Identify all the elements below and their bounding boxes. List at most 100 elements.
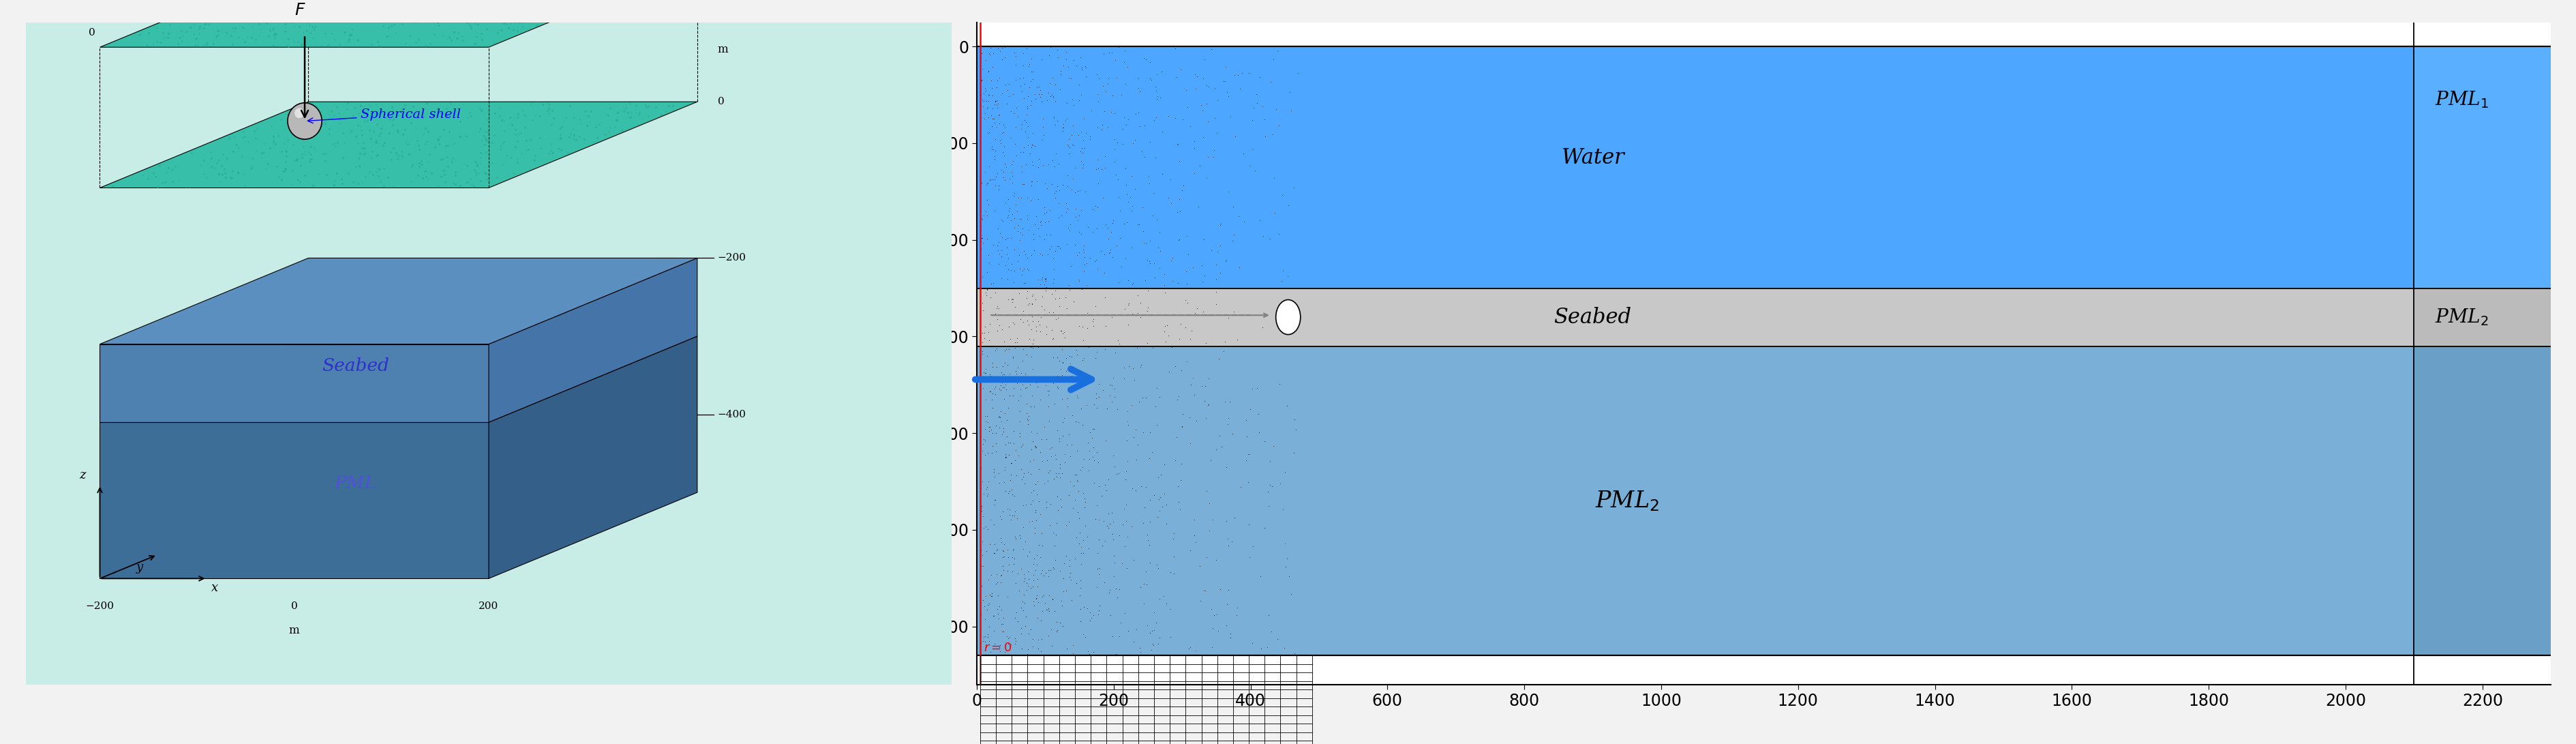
Point — [1128, 557, 1170, 568]
Point — [963, 449, 1005, 461]
Point — [966, 286, 1007, 298]
Point — [1136, 382, 1177, 394]
Point — [1002, 643, 1043, 655]
Point — [987, 544, 1028, 556]
Point — [1066, 280, 1108, 292]
Point — [1069, 133, 1110, 145]
Point — [1033, 605, 1074, 617]
Point — [1002, 467, 1043, 479]
Point — [1084, 484, 1126, 496]
Text: z: z — [80, 469, 85, 481]
Point — [963, 434, 1005, 446]
Point — [1188, 399, 1229, 411]
Point — [1020, 219, 1061, 231]
Point — [969, 646, 1010, 658]
Point — [987, 414, 1028, 426]
Point — [984, 141, 1025, 153]
Point — [989, 105, 1030, 117]
Point — [987, 551, 1028, 563]
Point — [1180, 160, 1221, 172]
Point — [966, 199, 1007, 211]
Point — [984, 383, 1025, 395]
Point — [1023, 233, 1064, 245]
Point — [1105, 434, 1146, 446]
Point — [1036, 44, 1077, 56]
Point — [1195, 127, 1236, 139]
Point — [997, 449, 1038, 461]
Point — [1007, 628, 1048, 640]
Point — [992, 293, 1033, 305]
Point — [969, 111, 1010, 123]
Point — [1146, 499, 1188, 511]
Point — [961, 559, 1002, 571]
Point — [1185, 485, 1226, 497]
Point — [1054, 502, 1095, 514]
Point — [1151, 341, 1193, 353]
Point — [1273, 446, 1314, 458]
Point — [1038, 312, 1079, 324]
Point — [984, 393, 1025, 405]
Point — [1030, 155, 1072, 167]
Point — [1036, 192, 1077, 204]
Point — [981, 650, 1023, 661]
Point — [1113, 432, 1154, 443]
Point — [1033, 526, 1074, 538]
Point — [984, 452, 1025, 464]
Point — [1141, 126, 1182, 138]
Point — [1018, 634, 1059, 646]
Point — [1211, 428, 1252, 440]
Point — [1255, 103, 1296, 115]
Point — [1007, 298, 1048, 310]
Point — [1002, 604, 1043, 616]
Point — [1033, 79, 1074, 91]
Point — [1012, 401, 1054, 413]
Point — [1149, 192, 1190, 204]
Point — [984, 79, 1025, 91]
Point — [1005, 577, 1046, 589]
Point — [992, 293, 1033, 305]
Point — [1077, 548, 1118, 559]
Point — [979, 645, 1020, 657]
Point — [1036, 292, 1077, 304]
Point — [963, 88, 1005, 100]
Point — [992, 649, 1033, 661]
Point — [1010, 341, 1051, 353]
Point — [1015, 93, 1056, 105]
Point — [987, 84, 1028, 96]
Point — [1072, 609, 1113, 621]
Point — [1154, 455, 1195, 466]
Point — [1239, 426, 1280, 438]
Point — [1059, 246, 1100, 258]
Point — [1005, 109, 1046, 121]
Point — [1108, 415, 1149, 427]
Point — [992, 155, 1033, 167]
Point — [984, 379, 1025, 391]
Point — [971, 120, 1012, 132]
Point — [1015, 321, 1056, 333]
Point — [1051, 574, 1092, 586]
Point — [981, 564, 1023, 576]
Point — [1126, 54, 1167, 65]
Point — [1046, 585, 1087, 597]
Point — [1015, 507, 1056, 519]
Point — [974, 470, 1015, 482]
Point — [976, 342, 1018, 354]
Point — [1002, 228, 1043, 240]
Point — [1012, 389, 1054, 401]
Point — [1257, 228, 1298, 240]
Point — [1167, 278, 1208, 289]
Point — [1025, 272, 1066, 284]
Point — [974, 205, 1015, 217]
Point — [1005, 611, 1046, 623]
Point — [1103, 540, 1144, 552]
Point — [1002, 269, 1043, 280]
Point — [1066, 400, 1108, 411]
Point — [971, 388, 1012, 400]
Point — [1005, 248, 1046, 260]
Point — [1038, 467, 1079, 479]
Point — [1172, 261, 1213, 273]
Point — [1025, 275, 1066, 287]
Point — [1092, 571, 1133, 583]
Point — [969, 370, 1010, 382]
Point — [1012, 435, 1054, 447]
